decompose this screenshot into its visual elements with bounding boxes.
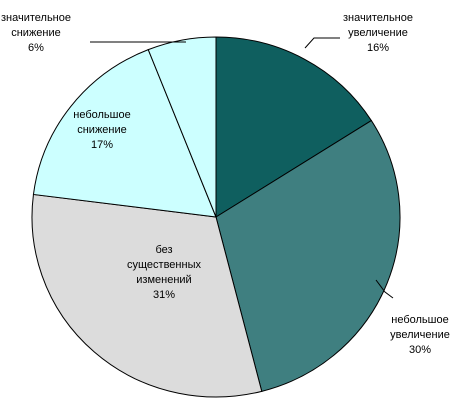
pie-slice-2 <box>215 119 401 392</box>
leader-line-2 <box>375 279 394 299</box>
pie-slice-5 <box>147 36 217 218</box>
slice-label-5: значительное снижение 6% <box>1 12 71 54</box>
pie-slice-1 <box>215 36 373 218</box>
pie-slice-3 <box>31 193 263 398</box>
slice-label-1: значительное увеличение 16% <box>343 12 413 54</box>
leader-line-1 <box>304 37 340 49</box>
slice-label-2: небольшое увеличение 30% <box>390 314 450 356</box>
slice-label-4: небольшое снижение 17% <box>73 109 130 151</box>
slice-label-3: без существенных изменений 31% <box>127 244 201 301</box>
pie-slice-4 <box>32 48 217 218</box>
